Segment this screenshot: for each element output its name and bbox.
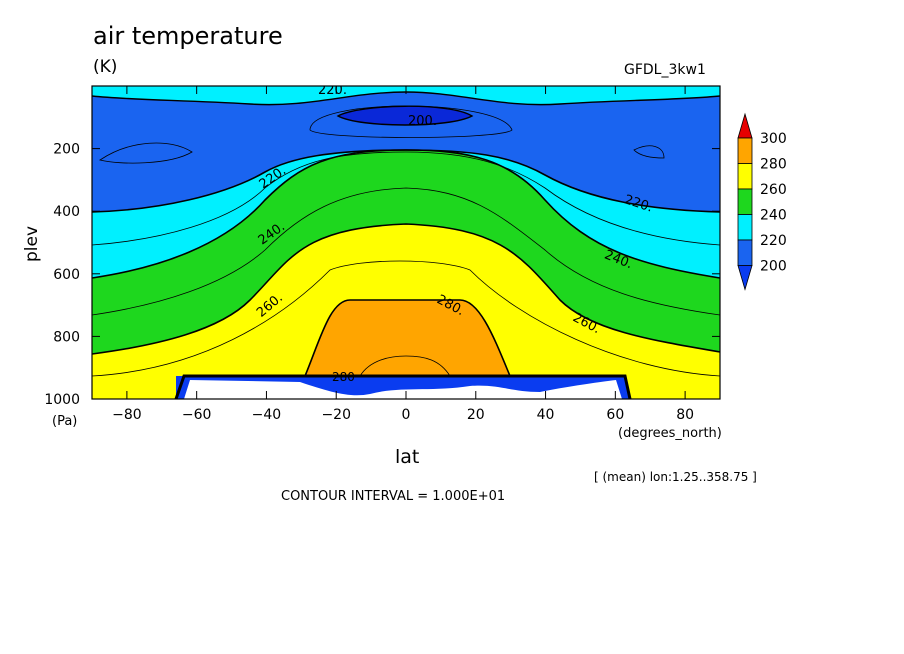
contour-270 xyxy=(92,260,720,377)
x-tick-label: 0 xyxy=(402,407,411,423)
y-axis: 200 400 600 800 1000 xyxy=(44,142,720,408)
y-tick-label: 200 xyxy=(53,142,80,158)
x-tick-label: −60 xyxy=(182,407,212,423)
colorbar-above xyxy=(737,112,753,139)
contour-labels: 220. 200. 220. 220. 240. 240. 260. 280. … xyxy=(254,83,654,384)
contour-290 xyxy=(359,355,451,377)
y-axis-unit: (Pa) xyxy=(52,414,78,429)
x-tick-label: −40 xyxy=(252,407,282,423)
x-tick-label: −20 xyxy=(321,407,351,423)
fill-200-220 xyxy=(92,86,720,212)
clabel-200: 200. xyxy=(408,114,437,129)
contour-lines xyxy=(92,91,720,399)
colorbar-label: 280 xyxy=(760,157,787,173)
contour-interval: CONTOUR INTERVAL = 1.000E+01 xyxy=(281,489,506,504)
colorbar-bin xyxy=(737,188,753,215)
colorbar-label: 200 xyxy=(760,259,787,275)
model-label: GFDL_3kw1 xyxy=(624,62,706,78)
y-tick-label: 800 xyxy=(53,329,80,345)
chart-units: (K) xyxy=(93,57,118,77)
colorbar-bin xyxy=(737,137,753,164)
colorbar: 300 280 260 240 220 200 xyxy=(737,112,787,291)
contour-left-loop xyxy=(99,142,193,164)
colorbar-label: 300 xyxy=(760,131,787,147)
x-tick-label: 80 xyxy=(676,407,694,423)
x-axis-label: lat xyxy=(395,446,420,468)
clabel-220-top: 220. xyxy=(318,83,347,98)
chart-title: air temperature xyxy=(93,22,283,50)
colorbar-bin xyxy=(737,239,753,266)
clabel-280-surface: 280 xyxy=(332,370,355,384)
y-tick-label: 1000 xyxy=(44,392,80,408)
colorbar-below xyxy=(737,265,753,291)
contour-cold-outer xyxy=(309,105,513,138)
colorbar-bin xyxy=(737,214,753,241)
x-tick-label: 60 xyxy=(606,407,624,423)
contour-200 xyxy=(336,105,474,126)
mean-note: [ (mean) lon:1.25..358.75 ] xyxy=(594,470,757,484)
y-tick-label: 600 xyxy=(53,267,80,283)
fill-below-200 xyxy=(338,106,472,125)
contour-260 xyxy=(92,223,720,355)
x-axis-unit: (degrees_north) xyxy=(618,426,722,441)
fill-220-240-top xyxy=(92,86,720,105)
contour-280 xyxy=(304,299,511,377)
contour-surface xyxy=(174,374,632,399)
x-tick-label: 40 xyxy=(537,407,555,423)
colorbar-label: 260 xyxy=(760,182,787,198)
contour-plot-area: 220. 200. 220. 220. 240. 240. 260. 280. … xyxy=(92,83,720,399)
x-tick-label: 20 xyxy=(467,407,485,423)
colorbar-label: 240 xyxy=(760,208,787,224)
colorbar-label: 220 xyxy=(760,233,787,249)
topography xyxy=(184,380,622,399)
contour-210 xyxy=(92,151,407,246)
y-tick-label: 400 xyxy=(53,204,80,220)
contour-210-r xyxy=(405,151,720,246)
contour-240 xyxy=(92,149,720,279)
fill-280-300 xyxy=(305,300,510,376)
x-axis: −80 −60 −40 −20 0 20 40 60 80 xyxy=(112,86,694,423)
contour-right-loop xyxy=(633,145,665,159)
x-tick-label: −80 xyxy=(112,407,142,423)
colorbar-bin xyxy=(737,163,753,190)
contour-250 xyxy=(92,187,720,316)
